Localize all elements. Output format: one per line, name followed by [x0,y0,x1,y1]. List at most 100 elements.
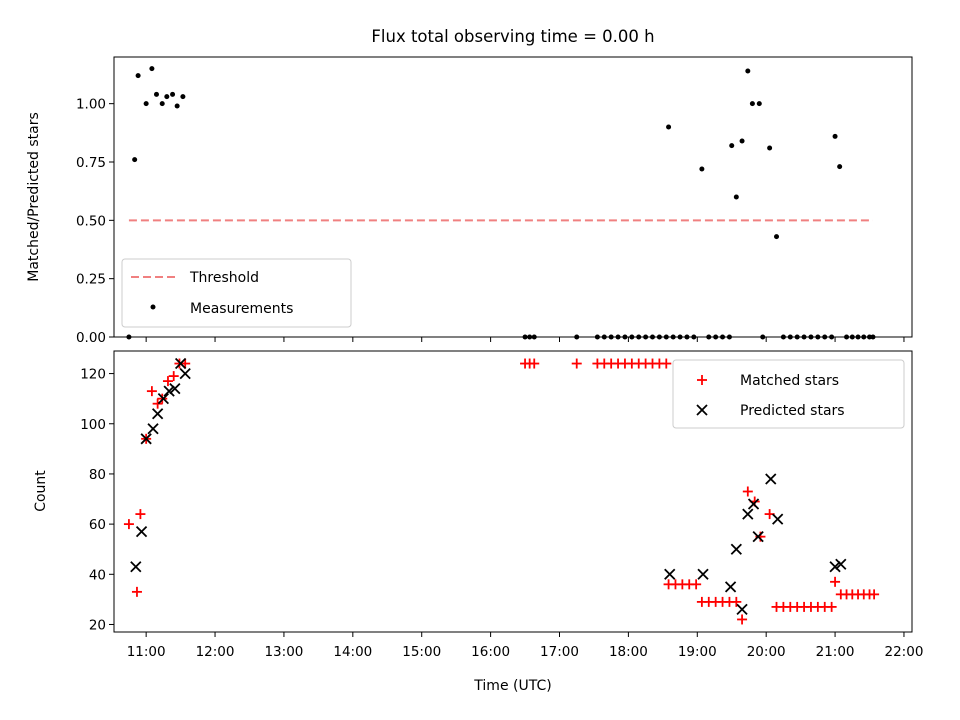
matched-star-point [830,576,841,587]
measurement-point [143,101,149,107]
top-y-tick-label: 0.50 [76,213,106,229]
top-y-ticks: 0.00 0.25 0.50 0.75 1.00 [76,97,114,346]
predicted-star-point [835,558,847,570]
measurement-point [135,73,141,79]
top-y-axis-label: Matched/Predicted stars [26,112,42,282]
predicted-star-point [752,531,764,543]
top-x-ticks [145,337,905,342]
measurement-point [159,101,165,107]
predicted-star-point [179,367,191,380]
predicted-star-point [724,581,737,593]
bottom-data-layer [123,357,880,625]
measurement-point [767,145,773,151]
x-tick-label: 18:00 [609,644,648,660]
predicted-star-point [765,473,777,485]
measurement-point [756,101,762,107]
matched-star-point [869,589,880,600]
x-tick-label: 19:00 [678,644,717,660]
measurement-point [832,133,838,139]
matched-star-point [571,358,582,369]
legend-predicted-label: Predicted stars [740,403,845,419]
matched-star-point [162,376,173,387]
bottom-y-tick-label: 20 [89,617,106,633]
measurement-point [699,166,705,172]
bottom-y-ticks: 20 40 60 80 100 120 [80,367,114,633]
x-tick-label: 14:00 [333,644,372,660]
predicted-star-point [174,357,187,370]
measurement-point [153,91,159,97]
legend-matched-label: Matched stars [740,373,839,389]
bottom-y-tick-label: 40 [89,567,106,583]
bottom-axes-frame [113,350,913,633]
x-tick-label: 21:00 [816,644,855,660]
x-tick-label: 13:00 [264,644,303,660]
bottom-y-tick-label: 100 [80,417,106,433]
predicted-star-point [697,568,709,580]
measurement-point [174,103,180,109]
top-y-tick-label: 0.25 [76,272,106,288]
predicted-star-point [147,423,159,435]
bottom-x-ticks: 11:00 12:00 13:00 14:00 15:00 16:00 17:00 18:00… [127,632,923,660]
measurement-point [745,68,751,74]
matched-star-point [146,386,157,397]
predicted-star-point [130,561,142,573]
legend-matched-marker [697,375,707,385]
measurement-point [729,143,735,149]
measurement-point [149,66,155,72]
x-tick-label: 15:00 [402,644,441,660]
matched-star-point [123,519,134,530]
predicted-star-point [140,433,152,445]
legend-threshold-label: Threshold [189,270,259,286]
bottom-panel: 20 40 60 80 100 120 11:00 12:00 13:00 14:00 15:00… [33,350,923,694]
legend-measurements-label: Measurements [190,301,293,317]
predicted-star-point [829,561,841,573]
measurement-point [170,91,176,97]
predicted-star-point [742,508,754,520]
matched-star-point [731,596,742,607]
top-legend: Threshold Measurements [121,258,352,328]
matched-star-point [742,486,753,497]
predicted-star-point [772,513,784,525]
x-tick-label: 16:00 [471,644,510,660]
bottom-y-tick-label: 120 [80,367,106,383]
predicted-star-point [135,526,148,538]
matched-star-point [826,601,837,612]
bottom-y-axis-label: Count [33,470,49,512]
matched-star-point [691,579,702,590]
measurement-point [180,94,186,100]
measurement-point [837,164,843,170]
predicted-star-point [157,393,170,405]
predicted-star-point [169,382,181,395]
top-y-tick-label: 1.00 [76,97,106,113]
top-panel: 0.00 0.25 0.50 0.75 1.00 Matched/Predicted s… [26,56,913,346]
predicted-star-point [664,568,676,580]
predicted-star-point [163,385,175,397]
matched-star-point [737,614,748,625]
bottom-y-tick-label: 60 [89,517,106,533]
measurement-point [666,124,672,130]
matched-star-point [135,509,146,520]
matched-star-point [168,371,179,382]
bottom-legend: Matched stars Predicted stars [672,359,905,429]
top-y-tick-label: 0.75 [76,155,106,171]
top-y-tick-label: 0.00 [76,330,106,346]
measurement-point [774,234,780,240]
matched-star-point [131,586,142,597]
x-tick-label: 12:00 [196,644,235,660]
matched-star-point [529,358,540,369]
measurement-point [132,157,138,163]
predicted-star-point [747,498,760,510]
predicted-star-point [736,603,748,616]
measurement-point [164,94,170,100]
predicted-star-point [151,408,164,420]
chart-title: Flux total observing time = 0.00 h [371,27,654,46]
legend-measurements-swatch [150,304,156,310]
predicted-star-point [730,543,742,555]
x-tick-label: 11:00 [127,644,166,660]
measurement-point [739,138,745,144]
bottom-legend-box [672,359,905,429]
x-tick-label: 20:00 [747,644,786,660]
matched-star-point [152,398,163,409]
x-tick-label: 17:00 [540,644,579,660]
